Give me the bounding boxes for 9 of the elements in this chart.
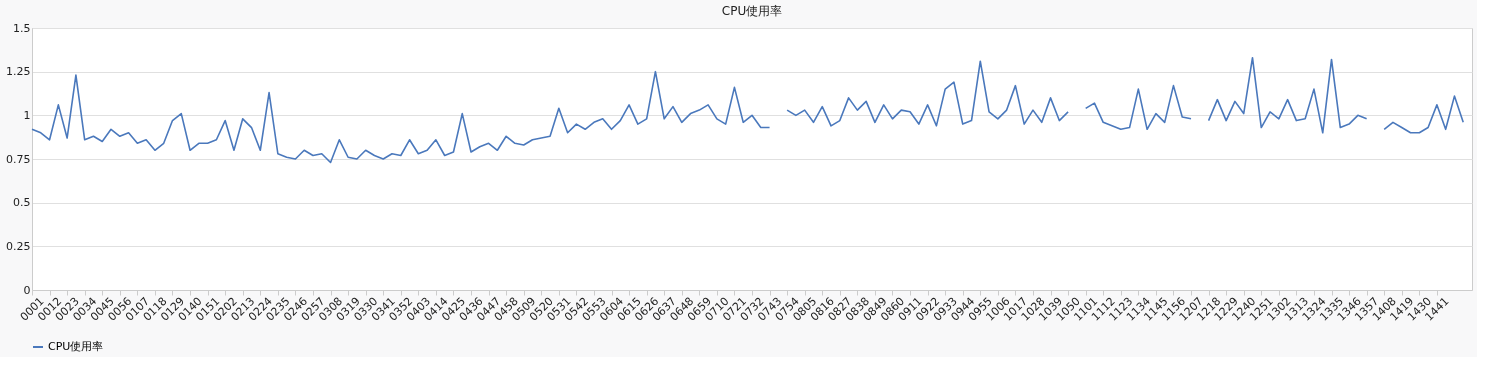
y-tick-label: 1.25 bbox=[6, 65, 31, 79]
legend-label: CPU使用率 bbox=[48, 340, 104, 353]
y-tick-label: 0.25 bbox=[6, 239, 31, 253]
y-tick-label: 1.5 bbox=[13, 21, 31, 35]
y-tick-label: 0.75 bbox=[6, 152, 31, 166]
y-tick-label: 1 bbox=[23, 108, 31, 122]
y-tick-label: 0.5 bbox=[13, 196, 31, 210]
chart-title: CPU使用率 bbox=[721, 4, 783, 18]
y-tick-label: 0 bbox=[23, 283, 31, 297]
